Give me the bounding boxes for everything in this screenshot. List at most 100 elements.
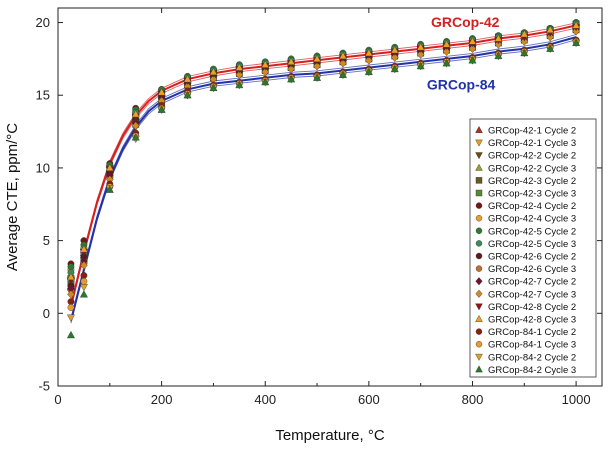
x-tick-label: 0	[54, 392, 61, 407]
legend-marker	[475, 177, 483, 184]
data-point	[338, 51, 347, 60]
y-tick-label: -5	[38, 379, 50, 394]
data-point	[66, 314, 75, 322]
data-point	[416, 61, 425, 70]
legend-marker	[475, 214, 483, 222]
x-tick-label: 200	[151, 392, 173, 407]
legend-marker	[475, 314, 483, 322]
legend-label: GRCop-42-2 Cycle 3	[488, 163, 576, 174]
data-point	[131, 133, 140, 141]
series-grcop-42-7-cycle-3	[67, 26, 580, 299]
data-point	[520, 48, 529, 57]
x-axis-title: Temperature, °C	[275, 427, 385, 444]
legend-label: GRCop-42-4 Cycle 2	[488, 201, 576, 212]
data-point	[67, 304, 75, 311]
y-tick-label: 5	[43, 233, 50, 248]
data-point	[209, 83, 218, 92]
legend-label: GRCop-42-7 Cycle 3	[488, 289, 576, 300]
legend-label: GRCop-42-1 Cycle 2	[488, 126, 576, 137]
data-point	[520, 37, 529, 46]
data-point	[494, 40, 503, 49]
data-point	[131, 109, 140, 118]
series-grcop-42-8-cycle-3	[66, 21, 581, 281]
legend-label: GRCop-84-1 Cycle 3	[488, 340, 576, 351]
legend-box	[469, 118, 597, 378]
data-point	[468, 37, 477, 45]
data-point	[157, 88, 166, 96]
data-point	[79, 284, 88, 292]
legend-label: GRCop-42-5 Cycle 3	[488, 239, 576, 250]
y-tick-label: 0	[43, 306, 50, 321]
legend-marker	[475, 289, 483, 298]
data-point	[494, 34, 503, 42]
data-point	[313, 54, 322, 62]
fit-curve-grcop-84	[70, 39, 577, 324]
y-tick-label: 20	[36, 15, 50, 30]
legend-marker	[475, 240, 483, 247]
data-point	[105, 163, 114, 172]
x-tick-label: 800	[462, 392, 484, 407]
data-point	[442, 47, 451, 56]
data-point	[520, 29, 529, 38]
data-point	[209, 67, 218, 76]
data-point	[416, 50, 425, 59]
data-point	[442, 40, 451, 48]
y-axis-title: Average CTE, ppm/°C	[4, 123, 21, 271]
legend-marker	[475, 252, 483, 260]
data-point	[287, 57, 296, 65]
data-point	[261, 77, 270, 86]
legend-marker	[475, 189, 483, 197]
legend-label: GRCop-42-6 Cycle 3	[488, 264, 576, 275]
data-point	[80, 272, 88, 279]
data-point	[494, 51, 503, 60]
legend-label: GRCop-84-2 Cycle 2	[488, 352, 576, 363]
legend-label: GRCop-42-6 Cycle 2	[488, 252, 576, 263]
data-point	[66, 330, 75, 339]
data-point	[235, 80, 244, 89]
x-tick-label: 600	[358, 392, 380, 407]
legend-marker	[475, 139, 483, 147]
data-point	[390, 64, 399, 73]
legend-marker	[475, 365, 483, 373]
fit-curve-grcop-42	[70, 24, 577, 307]
data-point	[79, 245, 88, 253]
data-point	[67, 298, 75, 306]
legend-label: GRCop-42-4 Cycle 3	[488, 214, 576, 225]
legend-label: GRCop-42-8 Cycle 2	[488, 302, 576, 313]
data-point	[183, 74, 192, 83]
legend-marker	[475, 353, 483, 361]
x-tick-label: 1000	[562, 392, 591, 407]
annotation-grcop-42: GRCop-42	[431, 14, 500, 30]
data-point	[572, 26, 580, 36]
data-point	[572, 38, 581, 46]
data-point	[261, 60, 270, 68]
data-point	[468, 44, 477, 54]
legend-label: GRCop-42-7 Cycle 2	[488, 277, 576, 288]
legend-marker	[475, 277, 483, 286]
data-point	[183, 90, 192, 99]
data-point	[442, 58, 451, 67]
data-point	[390, 53, 399, 62]
legend-label: GRCop-42-3 Cycle 2	[488, 176, 576, 187]
data-point	[546, 32, 554, 42]
data-point	[287, 74, 296, 83]
legend-label: GRCop-84-1 Cycle 2	[488, 327, 576, 338]
legend-marker	[475, 152, 483, 160]
fit-curve-grcop-42	[70, 27, 577, 309]
legend-marker	[475, 125, 483, 133]
data-point	[339, 58, 347, 68]
legend-label: GRCop-42-3 Cycle 3	[488, 189, 576, 200]
legend-label: GRCop-84-2 Cycle 3	[488, 365, 576, 376]
data-point	[157, 105, 166, 113]
legend-marker	[475, 303, 483, 311]
data-point	[416, 42, 425, 51]
data-point	[365, 56, 373, 65]
x-tick-label: 400	[254, 392, 276, 407]
data-point	[546, 44, 555, 52]
legend-marker	[475, 202, 483, 209]
legend-marker	[475, 227, 483, 235]
data-point	[364, 67, 373, 76]
